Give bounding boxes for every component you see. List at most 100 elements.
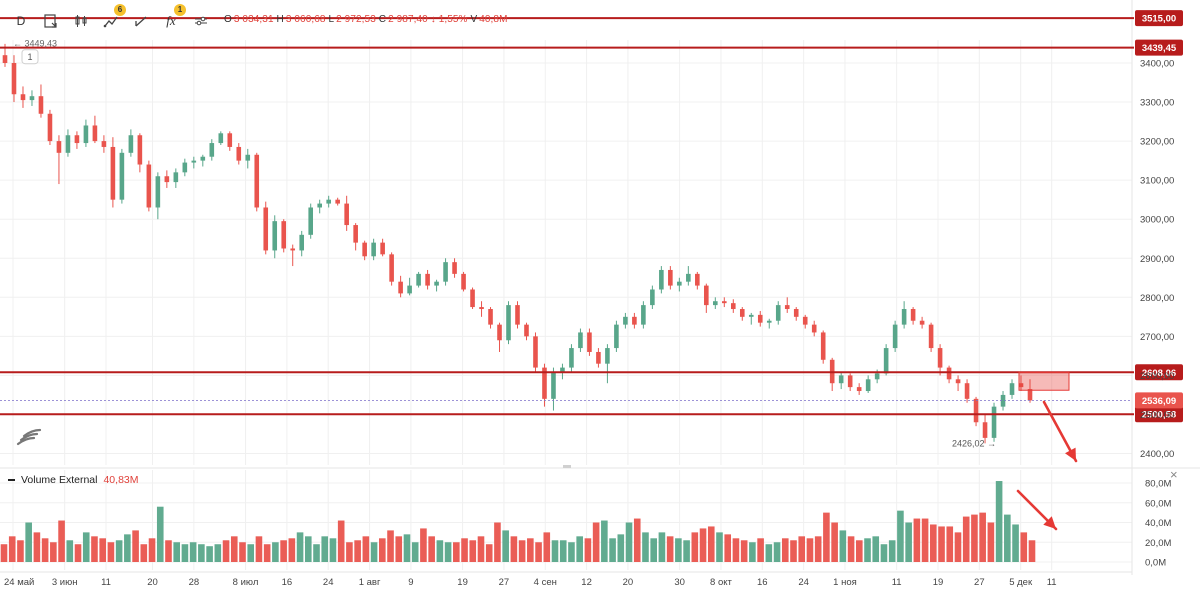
candle-down [281,221,287,249]
candle-down [910,309,916,321]
candle-down [704,285,709,306]
time-axis[interactable]: 24 май 3 июн 11 20 28 8 июл 16 24 1 авг 9 19 27 4 се… [4,577,1057,588]
candle-up [766,320,772,323]
candle-up [407,285,412,294]
candle-down [344,203,349,226]
volume-bar [592,522,600,562]
down-arrow-price-head [1065,447,1076,461]
volume-bar [798,536,806,562]
volume-bar [66,540,74,562]
volume-bar [543,532,551,562]
candle-down [470,289,475,308]
current-price-label: 2536,09 [1142,396,1176,407]
volume-bar [477,536,485,562]
volume-bar [962,516,970,562]
volume-bar [156,506,164,562]
timeframe-button[interactable]: D [8,8,34,34]
price-tick-label: 2400,00 [1140,449,1174,460]
time-tick-label: 11 [1047,577,1057,588]
candle-up [209,143,215,157]
down-arrow-volume-head [1043,516,1056,529]
volume-bar [461,538,468,562]
horizontal-levels[interactable]: 3515,00 3439,45 2608,06 2500,58 2536,09 [0,10,1183,423]
candle-up [416,273,421,286]
volume-bar [198,544,205,562]
volume-bar [239,542,246,562]
volume-bar [576,536,583,562]
candle-up [326,199,331,204]
candle-down [425,273,430,286]
highlight-zone [1018,371,1070,391]
volume-bar [527,538,534,562]
candle-up [748,314,754,317]
candle-up [623,316,628,325]
volume-bar [272,542,279,562]
volume-bar [469,540,477,562]
close-key: C [378,14,387,25]
volume-bar [362,536,370,562]
volume-bar [337,520,345,562]
volume-bar [831,522,838,562]
close-volume-panel-button[interactable]: × [1170,467,1178,482]
volume-bar [699,528,707,562]
time-tick-label: 27 [499,577,510,588]
volume-bar [880,544,888,562]
candle-down [38,96,44,114]
high-key: H [276,14,284,25]
candle-up [200,156,206,161]
volume-bar [625,522,633,562]
candle-down [632,316,637,325]
candle-up [892,324,898,349]
candle-down [695,273,700,286]
price-tick-label: 3300,00 [1140,98,1174,109]
high-value: 3 060,68 [285,14,326,25]
price-tick-label: 2700,00 [1140,332,1174,343]
level-price-label: 2608,06 [1142,368,1176,379]
volume-bar [905,522,912,562]
volume-bar [559,540,567,562]
candle-up [299,234,305,251]
pane-resize-handle [563,465,571,468]
volume-bar [313,544,320,562]
drawing-tools-button[interactable] [128,8,154,34]
volume-bar [453,542,460,562]
volume-bar [913,518,921,562]
candle-up [641,305,646,325]
compare-button[interactable] [38,8,64,34]
price-axis[interactable]: 3400,00 3300,00 3200,00 3100,00 3000,00 2900,… [1140,59,1174,461]
chart-type-button[interactable] [68,8,94,34]
volume-panel-legend[interactable]: Volume External 40,83M [8,474,139,486]
indicators-button[interactable]: 6 [98,4,126,34]
price-tick-label: 2900,00 [1140,254,1174,265]
price-tick-label: 3000,00 [1140,215,1174,226]
time-tick-label: 19 [457,577,468,588]
annotations: ← 3449,43 1 2426,02 → [13,39,1078,531]
volume-tick-label: 40,0M [1145,518,1171,529]
volume-bar [99,538,106,562]
volume-bar [247,544,255,562]
volume-bar [658,532,666,562]
candle-down [164,176,170,183]
volume-bar [8,536,16,562]
volume-bar [428,536,435,562]
volume-bar [1028,540,1036,562]
volume-bar [781,538,789,562]
volume-bar [888,540,896,562]
volume-bar [971,514,978,562]
candle-down [533,336,538,368]
fx-button[interactable]: fx 1 [158,4,186,34]
volume-bar [765,544,773,562]
candle-down [488,309,493,325]
volume-bar [222,540,230,562]
volume-bar [124,534,131,562]
settings-button[interactable] [188,8,214,34]
low-key: L [328,14,335,25]
fx-badge: 1 [174,4,186,16]
candle-up [578,332,583,349]
volume-axis[interactable]: 80,0M 60,0M 40,0M 20,0M 0,0M [1145,479,1171,569]
candle-down [596,351,601,364]
candle-down [146,164,152,208]
candle-down [982,422,988,438]
volume-bar [288,538,296,562]
